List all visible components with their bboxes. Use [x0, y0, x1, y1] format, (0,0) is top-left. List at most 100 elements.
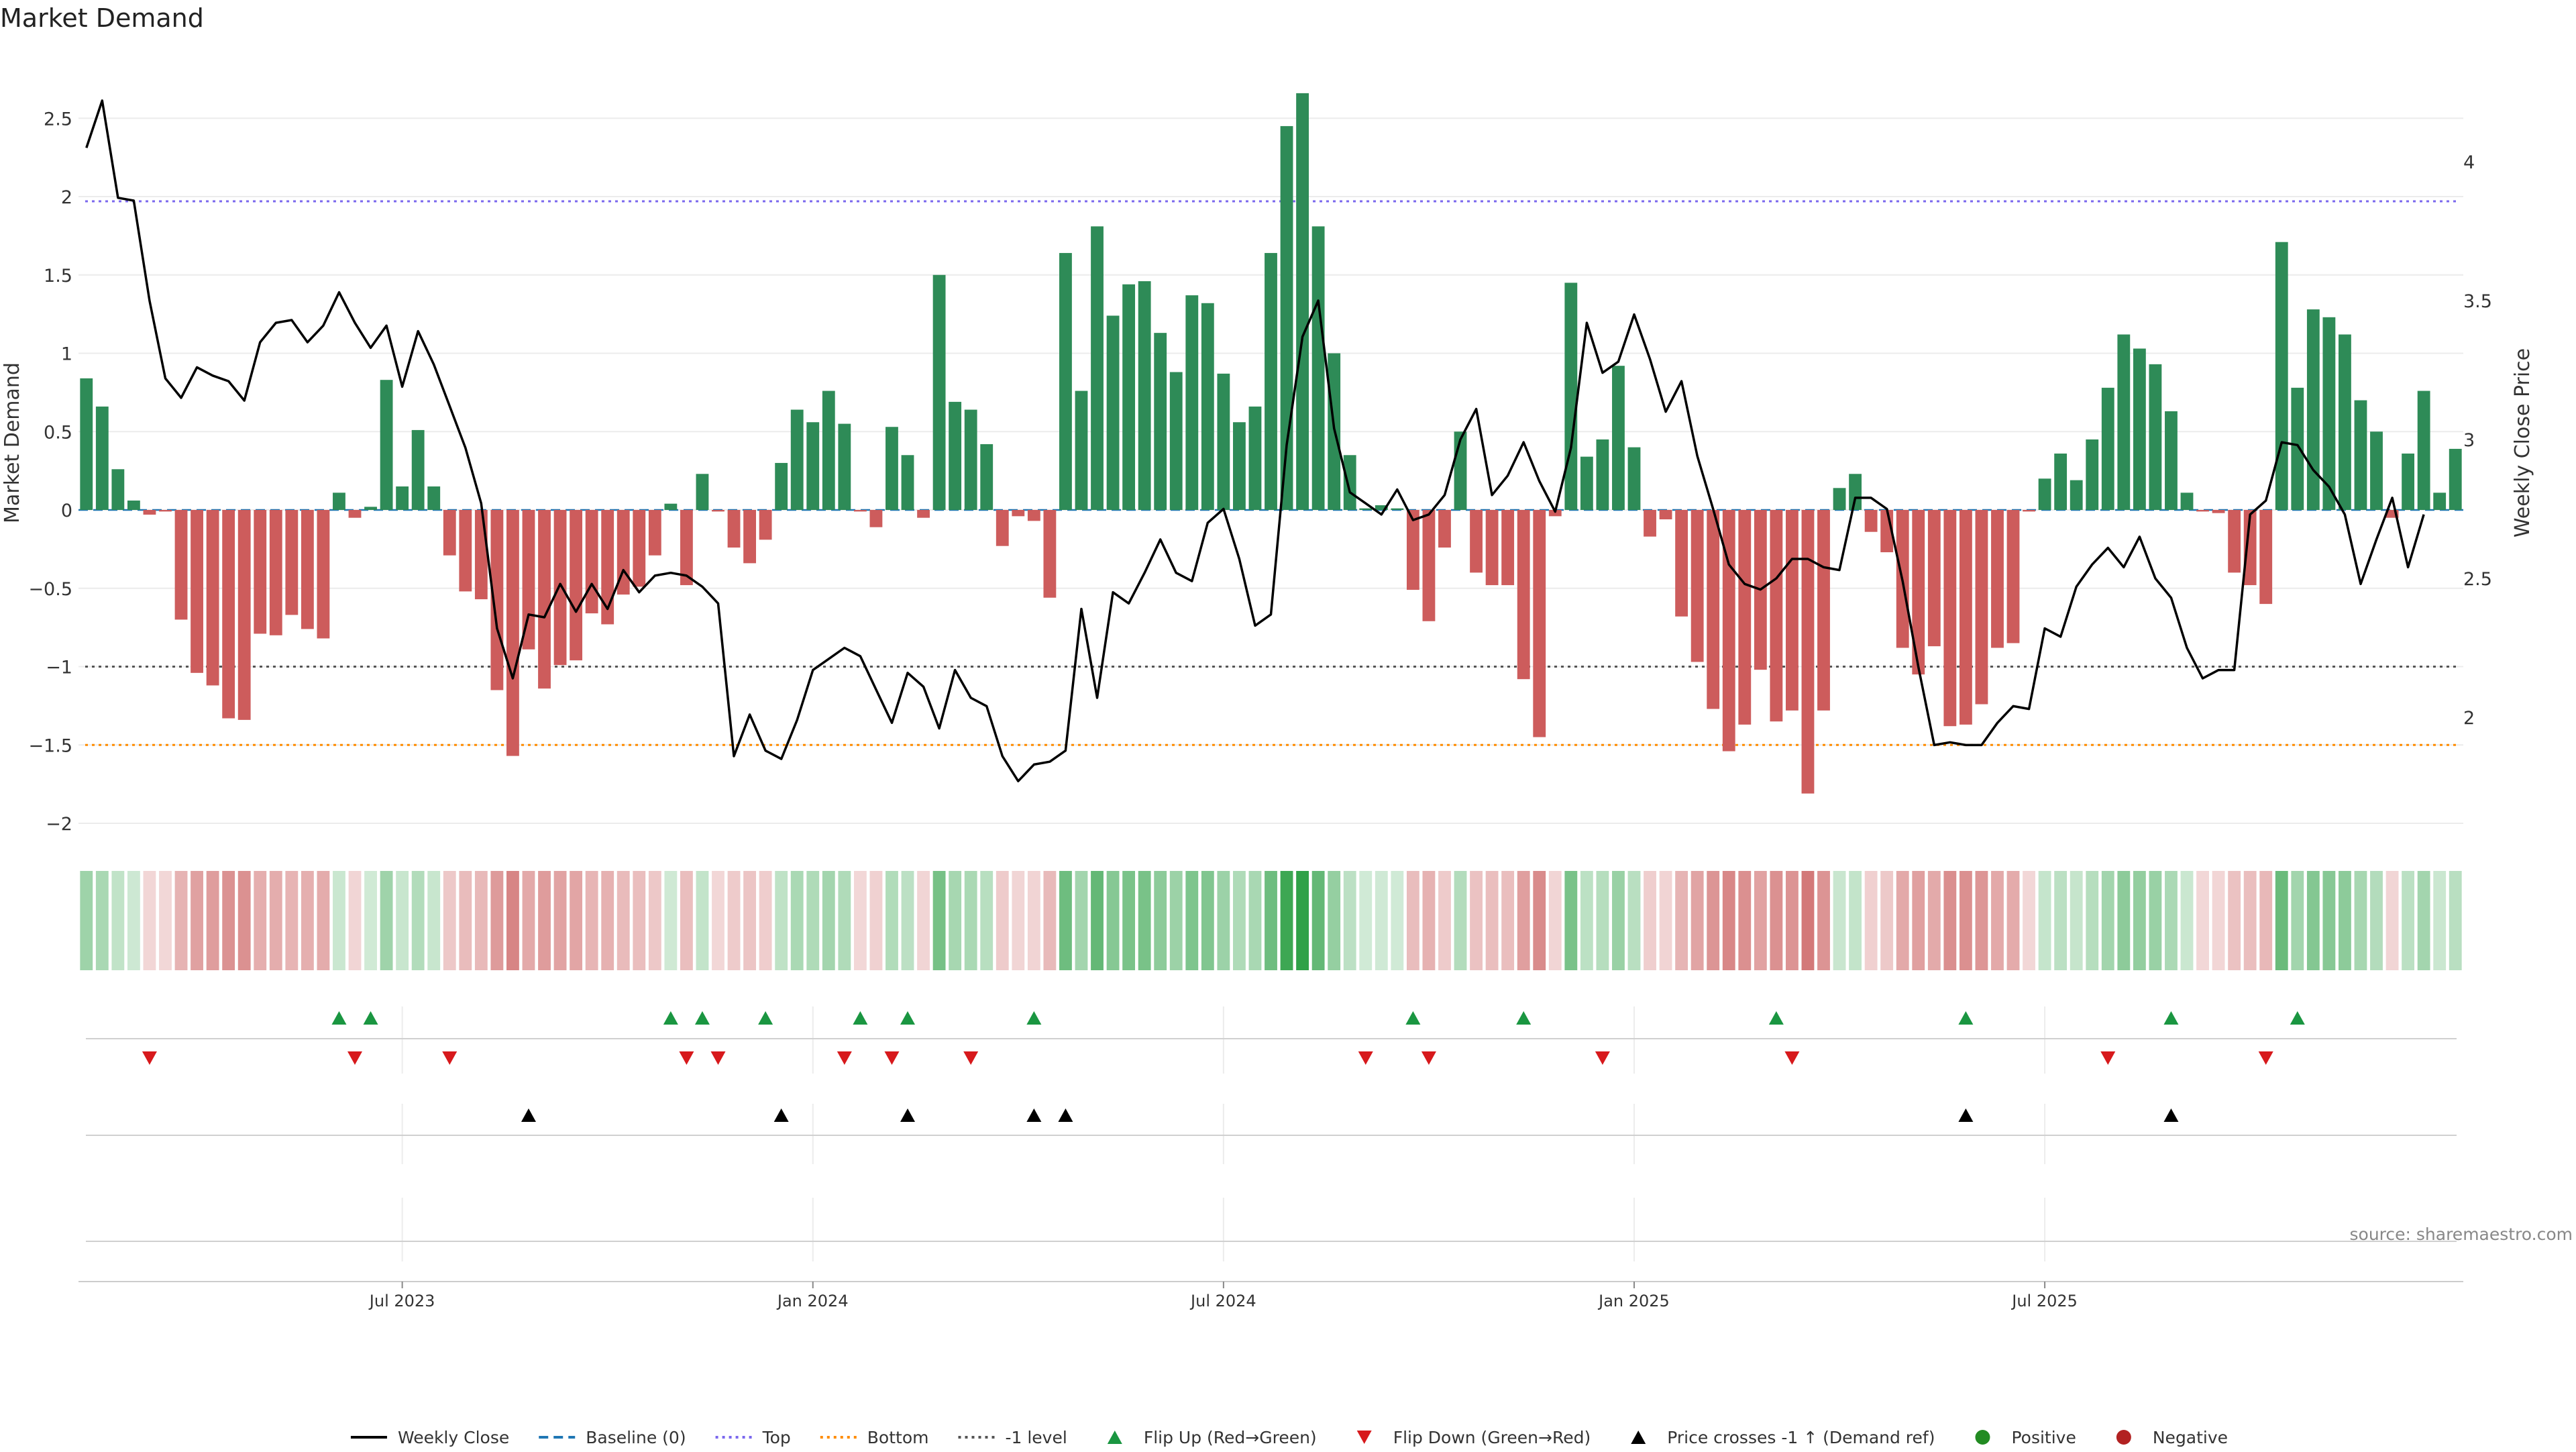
heat-strip-cell [191, 871, 203, 970]
x-tick-label: Jul 2025 [2010, 1292, 2078, 1310]
heat-strip-cell [1612, 871, 1625, 970]
demand-bar [1470, 510, 1483, 573]
demand-bar [1422, 510, 1436, 621]
heat-strip-cell [775, 871, 788, 970]
heat-strip-cell [1422, 871, 1436, 970]
heat-strip-cell [980, 871, 994, 970]
demand-bar [254, 510, 267, 634]
demand-bar [2086, 439, 2099, 510]
heat-strip-cell [633, 871, 646, 970]
heat-strip-cell [553, 871, 567, 970]
demand-bar [1375, 505, 1388, 510]
demand-bar [1217, 373, 1230, 510]
heat-strip-cell [1027, 871, 1040, 970]
demand-bar [1106, 315, 1120, 510]
demand-bar [1912, 510, 1925, 675]
heat-strip-cell [2370, 871, 2383, 970]
x-tick-label: Jul 2024 [1189, 1292, 1256, 1310]
demand-bar [2417, 391, 2430, 510]
heat-strip-cell [317, 871, 330, 970]
demand-bar [1438, 510, 1451, 548]
x-tick-label: Jul 2023 [368, 1292, 435, 1310]
heat-strip-cell [1517, 871, 1530, 970]
demand-bar [2180, 492, 2194, 510]
heat-strip-cell [2291, 871, 2304, 970]
heat-strip-cell [1311, 871, 1325, 970]
legend-label: Bottom [867, 1428, 929, 1447]
demand-bar [1770, 510, 1783, 722]
heat-strip-cell [1580, 871, 1593, 970]
heat-strip-cell [712, 871, 724, 970]
heat-strip-cell [932, 871, 946, 970]
heat-strip-cell [790, 871, 804, 970]
heat-strip-cell [2275, 871, 2288, 970]
demand-bar [191, 510, 203, 673]
demand-bar [348, 510, 362, 518]
heat-strip-cell [2086, 871, 2099, 970]
heat-strip-cell [1959, 871, 1972, 970]
demand-bar [2291, 387, 2304, 510]
heat-strip-cell [1328, 871, 1341, 970]
heat-strip-cell [696, 871, 709, 970]
heat-strip-cell [1596, 871, 1609, 970]
demand-bar [2054, 453, 2068, 510]
y-tick-label: 0.5 [44, 422, 72, 443]
legend-marker-triangle-up [1631, 1431, 1646, 1444]
heat-strip-cell [1280, 871, 1293, 970]
heat-strip-cell [1707, 871, 1720, 970]
heat-strip-cell [2149, 871, 2162, 970]
demand-bar [1644, 510, 1656, 537]
heat-strip-cell [2259, 871, 2273, 970]
heat-strip-cell [1091, 871, 1104, 970]
flip-down-marker [679, 1051, 694, 1065]
heat-strip-cell [727, 871, 741, 970]
heat-strip-cell [1548, 871, 1562, 970]
heat-strip-cell [348, 871, 362, 970]
demand-bar [1690, 510, 1704, 662]
heat-strip-cell [1122, 871, 1136, 970]
heat-strip-cell [680, 871, 693, 970]
demand-bar [143, 510, 156, 515]
heat-strip-cell [143, 871, 156, 970]
demand-bar [2070, 480, 2083, 510]
flip-down-marker [1421, 1051, 1436, 1065]
heat-strip-cell [522, 871, 535, 970]
demand-bar [743, 510, 756, 564]
heat-strip-cell [1012, 871, 1025, 970]
x-tick-label: Jan 2025 [1597, 1292, 1670, 1310]
flip-up-marker [1768, 1011, 1784, 1025]
heat-strip-cell [443, 871, 456, 970]
legend-label: Top [762, 1428, 791, 1447]
demand-bar [1864, 510, 1878, 532]
y2-tick-label: 4 [2463, 152, 2475, 173]
y2-tick-label: 3 [2463, 430, 2475, 451]
heat-strip-cell [380, 871, 393, 970]
demand-bar [2149, 364, 2162, 510]
demand-bar [648, 510, 661, 556]
demand-bar [2023, 510, 2035, 512]
demand-bar [790, 409, 804, 510]
demand-bar [427, 486, 441, 510]
heat-strip-cell [1296, 871, 1309, 970]
demand-bar [1533, 510, 1546, 737]
y-tick-label: −1.5 [28, 735, 72, 756]
demand-bar [1012, 510, 1025, 517]
heat-strip-cell [2354, 871, 2367, 970]
heat-strip-cell [364, 871, 377, 970]
heat-strip-cell [759, 871, 772, 970]
demand-bar [1501, 510, 1515, 586]
demand-bar [2385, 510, 2399, 518]
demand-bar [1406, 510, 1419, 590]
legend-marker-circle [2116, 1430, 2131, 1445]
heat-strip-cell [1564, 871, 1578, 970]
heat-strip-cell [459, 871, 472, 970]
heat-strip-cell [2385, 871, 2399, 970]
heat-strip-cell [1864, 871, 1878, 970]
heat-strip-cell [1248, 871, 1262, 970]
demand-bar [1817, 510, 1830, 711]
heat-strip-cell [333, 871, 345, 970]
demand-bar [174, 510, 188, 620]
demand-bar [1059, 253, 1072, 510]
heat-strip-cell [917, 871, 930, 970]
heat-strip-cell [2117, 871, 2131, 970]
